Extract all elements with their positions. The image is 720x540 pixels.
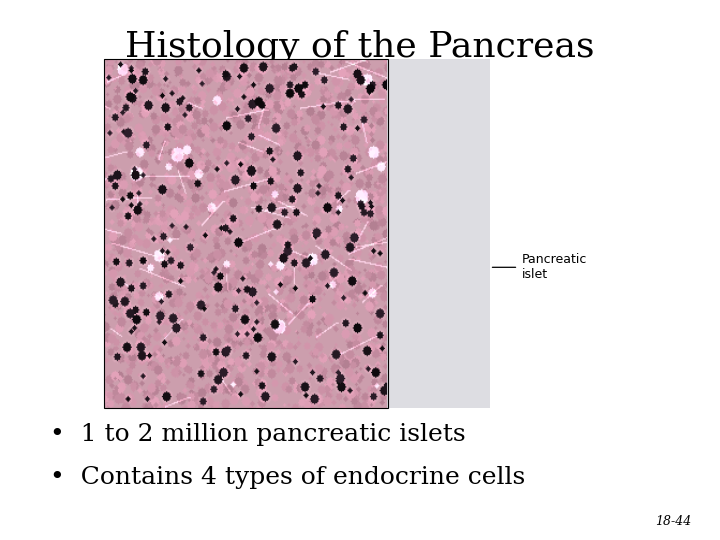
Text: Histology of the Pancreas: Histology of the Pancreas — [125, 30, 595, 64]
Text: •  1 to 2 million pancreatic islets: • 1 to 2 million pancreatic islets — [50, 423, 466, 446]
Text: Pancreatic
islet: Pancreatic islet — [522, 253, 588, 281]
Text: 18-44: 18-44 — [655, 515, 691, 528]
Text: •  Contains 4 types of endocrine cells: • Contains 4 types of endocrine cells — [50, 467, 526, 489]
